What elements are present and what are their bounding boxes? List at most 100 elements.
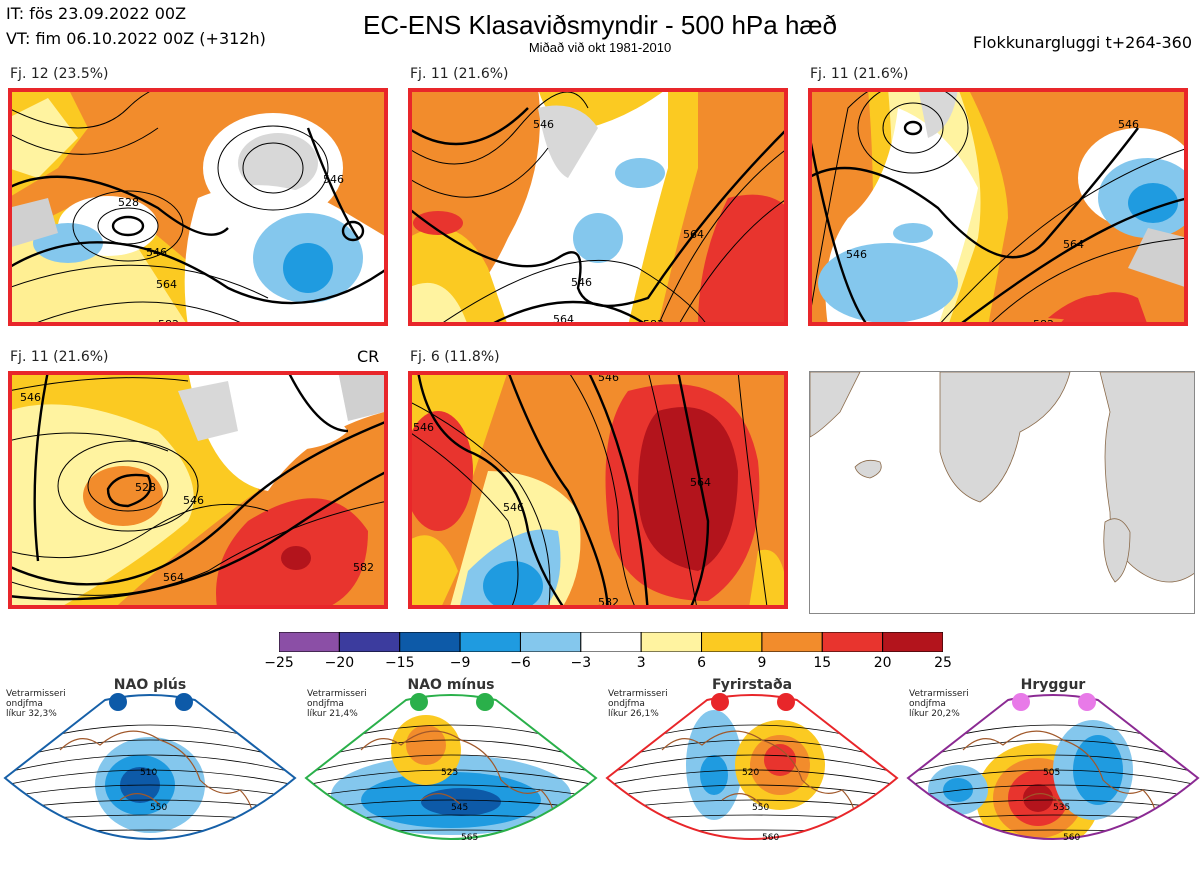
colorbar-tick-label: −6: [510, 655, 531, 671]
panel-4-cr-marker: CR: [357, 347, 380, 366]
regime-title: NAO mínus: [407, 677, 495, 693]
regime-note-line: ondjfma: [6, 699, 43, 709]
p5-contour-546a: 546: [503, 501, 524, 514]
colorbar-tick-label: −20: [324, 655, 355, 671]
p3-contour-546a: 546: [846, 248, 867, 261]
p2-contour-546a: 546: [533, 118, 554, 131]
colorbar: [279, 632, 943, 652]
colorbar-tick-label: 9: [757, 655, 767, 671]
colorbar-bin-0: [279, 632, 340, 652]
issue-time: IT: fös 23.09.2022 00Z: [6, 4, 187, 23]
regime-contour-label: 550: [752, 803, 769, 813]
colorbar-bin-8: [761, 632, 823, 652]
colorbar-bin-1: [338, 632, 401, 652]
regime-contour-label: 545: [451, 803, 468, 813]
regime-dot-icon: [109, 693, 127, 711]
regime-note-line: ondjfma: [307, 699, 344, 709]
regime-map[interactable]: 525 545 565: [301, 690, 601, 870]
regime-dot-icon: [1078, 693, 1096, 711]
p4-contour-582: 582: [353, 561, 374, 574]
regime-contour-label: 535: [1053, 803, 1070, 813]
colorbar-bin-2: [399, 632, 461, 652]
cluster-panel-4[interactable]: 528 546 546 564 582: [8, 371, 388, 609]
colorbar-bin-7: [701, 632, 763, 652]
p4-contour-546a: 546: [183, 494, 204, 507]
cluster-panel-2[interactable]: 546 546 564 564 582: [408, 88, 788, 326]
cluster-panel-3[interactable]: 546 546 564 582: [808, 88, 1188, 326]
regime-contour-label: 550: [150, 803, 167, 813]
p1-contour-564: 564: [156, 278, 177, 291]
regime-note-line: líkur 32,3%: [6, 709, 57, 719]
regime-note-line: líkur 26,1%: [608, 709, 659, 719]
colorbar-tick-label: 20: [873, 655, 892, 671]
colorbar-tick-label: 6: [697, 655, 706, 671]
regime-title: Hryggur: [1020, 677, 1086, 693]
regime-map[interactable]: 510 550: [0, 690, 300, 870]
regime-contour-label: 510: [140, 768, 157, 778]
p4-contour-564: 564: [163, 571, 184, 584]
regime-dot-icon: [777, 693, 795, 711]
panel-4-label: Fj. 11 (21.6%): [10, 349, 109, 365]
regime-note-line: Vetrarmisseri: [909, 689, 969, 699]
regime-note-line: Vetrarmisseri: [6, 689, 66, 699]
colorbar-bin-4: [519, 632, 582, 652]
p2-contour-564a: 564: [683, 228, 704, 241]
colorbar-bin-9: [821, 632, 884, 652]
regime-note: Vetrarmisseri ondjfma líkur 20,2%: [909, 689, 969, 719]
colorbar-tick-label: 25: [934, 655, 952, 671]
regime-contour-label: 520: [742, 768, 759, 778]
regime-contour-label: 560: [762, 833, 779, 843]
colorbar-tick-label: −15: [384, 655, 415, 671]
colorbar-tick-label: −3: [570, 655, 592, 671]
p5-contour-582: 582: [598, 596, 619, 609]
colorbar-tick-label: 3: [636, 655, 646, 671]
panel-1-label: Fj. 12 (23.5%): [10, 66, 109, 82]
regime-title: NAO plús: [113, 677, 187, 693]
p1-contour-582: 582: [158, 318, 179, 326]
regime-note: Vetrarmisseri ondjfma líkur 26,1%: [608, 689, 668, 719]
p5-contour-546c: 546: [413, 421, 434, 434]
empty-map-panel: [809, 371, 1195, 614]
regime-map[interactable]: 505 535 560: [903, 690, 1200, 870]
regime-note: Vetrarmisseri ondjfma líkur 32,3%: [6, 689, 66, 719]
regime-note-line: ondjfma: [909, 699, 946, 709]
regime-note-line: Vetrarmisseri: [608, 689, 668, 699]
valid-time: VT: fim 06.10.2022 00Z (+312h): [6, 29, 266, 48]
page-title: EC-ENS Klasaviðsmyndir - 500 hPa hæð: [363, 10, 837, 40]
p1-contour-546: 546: [146, 246, 167, 259]
regime-note: Vetrarmisseri ondjfma líkur 21,4%: [307, 689, 367, 719]
regime-dot-icon: [1012, 693, 1030, 711]
cluster-panel-5[interactable]: 546 546 564 582 546: [408, 371, 788, 609]
regime-map[interactable]: 520 550 560: [602, 690, 902, 870]
colorbar-bin-6: [640, 632, 703, 652]
cluster-panel-1[interactable]: 528 546 564 582 546: [8, 88, 388, 326]
colorbar-bin-3: [459, 632, 521, 652]
regime-dot-icon: [175, 693, 193, 711]
p4-contour-528: 528: [135, 481, 156, 494]
p3-contour-546b: 546: [1118, 118, 1139, 131]
regime-contour-label: 525: [441, 768, 458, 778]
colorbar-tick-label: 15: [813, 655, 832, 671]
panel-2-label: Fj. 11 (21.6%): [410, 66, 509, 82]
regime-dot-icon: [410, 693, 428, 711]
p1-contour-528: 528: [118, 196, 139, 209]
p2-contour-582: 582: [643, 318, 664, 326]
colorbar-tick-label: −25: [264, 655, 294, 671]
regime-contour-label: 565: [461, 833, 478, 843]
p5-contour-546b: 546: [598, 371, 619, 384]
colorbar-bin-5: [580, 632, 642, 652]
panel-3-label: Fj. 11 (21.6%): [810, 66, 909, 82]
p3-contour-582: 582: [1033, 318, 1054, 326]
p5-contour-564: 564: [690, 476, 711, 489]
p2-contour-564b: 564: [553, 313, 574, 326]
classification-window: Flokkunargluggi t+264-360: [973, 33, 1192, 52]
regime-note-line: Vetrarmisseri: [307, 689, 367, 699]
regime-dot-icon: [711, 693, 729, 711]
regime-dot-icon: [476, 693, 494, 711]
regime-title: Fyrirstaða: [711, 677, 793, 693]
p1-contour-546b: 546: [323, 173, 344, 186]
regime-note-line: líkur 20,2%: [909, 709, 960, 719]
page-subtitle: Miðað við okt 1981-2010: [528, 40, 672, 55]
regime-note-line: líkur 21,4%: [307, 709, 358, 719]
p2-contour-546b: 546: [571, 276, 592, 289]
